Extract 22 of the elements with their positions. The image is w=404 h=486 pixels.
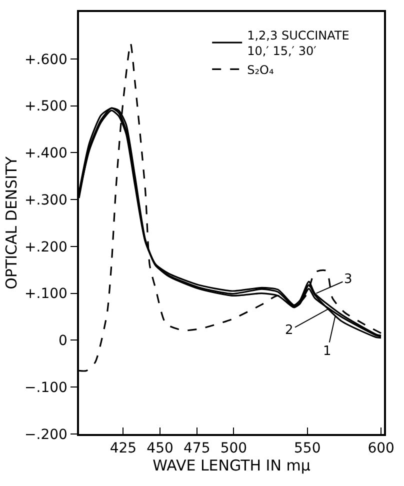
- y-tick-label: −.200: [24, 426, 68, 443]
- y-tick-label: −.100: [24, 380, 68, 396]
- legend-label: 1,2,3 SUCCINATE 10,′ 15,′ 30′: [247, 28, 350, 58]
- y-tick-label: +.100: [24, 286, 68, 302]
- x-axis-title: WAVE LENGTH IN mμ: [152, 456, 311, 475]
- x-tick-label: 550: [294, 440, 321, 457]
- y-tick-label: +.200: [24, 239, 68, 256]
- y-tick-label: +.400: [24, 146, 68, 162]
- x-tick-label: 450: [146, 440, 174, 457]
- x-tick-label: 600: [368, 440, 394, 457]
- annotation: 3: [344, 272, 352, 287]
- annotation: 2: [285, 323, 294, 338]
- x-tick-label: 425: [110, 440, 137, 457]
- y-axis-title: OPTICAL DENSITY: [2, 156, 20, 290]
- y-tick-label: +.500: [24, 98, 68, 115]
- y-tick-label: +.300: [24, 192, 68, 208]
- y-tick-label: +.600: [24, 52, 68, 68]
- legend-label: S₂O₄: [247, 62, 274, 77]
- y-tick-label: 0: [58, 333, 68, 350]
- x-tick-label: 475: [184, 440, 210, 457]
- x-tick-label: 500: [220, 440, 248, 457]
- annotation: 1: [323, 344, 332, 359]
